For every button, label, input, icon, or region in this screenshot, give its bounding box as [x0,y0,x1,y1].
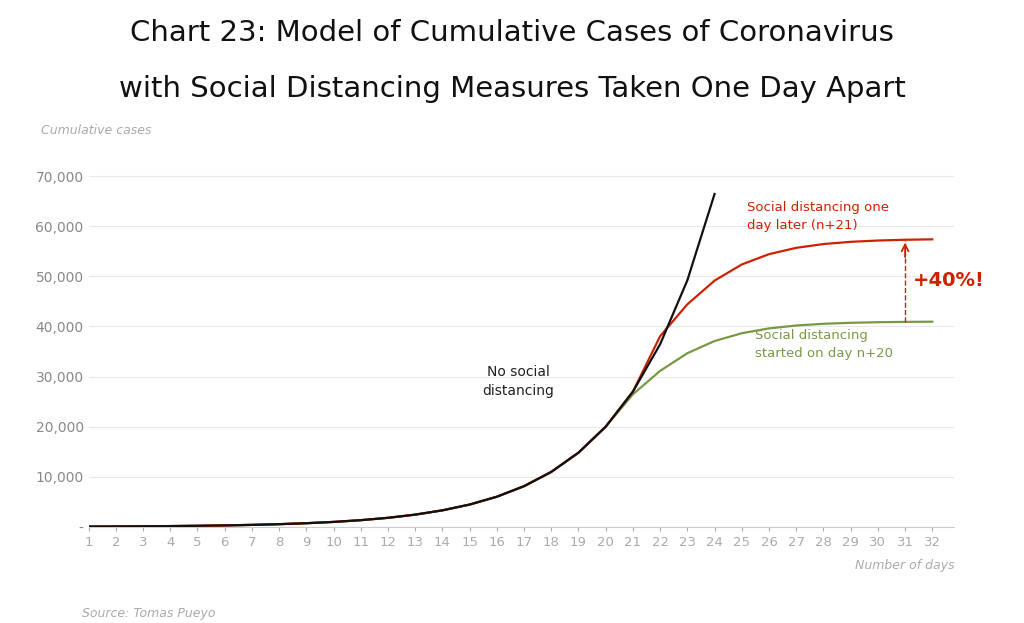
Text: Number of days: Number of days [855,559,954,573]
Text: with Social Distancing Measures Taken One Day Apart: with Social Distancing Measures Taken On… [119,75,905,103]
Text: Source: Tomas Pueyo: Source: Tomas Pueyo [82,607,215,620]
Text: +40%!: +40%! [913,272,985,290]
Text: Social distancing one
day later (n+21): Social distancing one day later (n+21) [748,201,889,232]
Text: Chart 23: Model of Cumulative Cases of Coronavirus: Chart 23: Model of Cumulative Cases of C… [130,19,894,47]
Text: Cumulative cases: Cumulative cases [41,124,152,137]
Text: No social
distancing: No social distancing [482,365,555,398]
Text: Social distancing
started on day n+20: Social distancing started on day n+20 [756,329,893,360]
